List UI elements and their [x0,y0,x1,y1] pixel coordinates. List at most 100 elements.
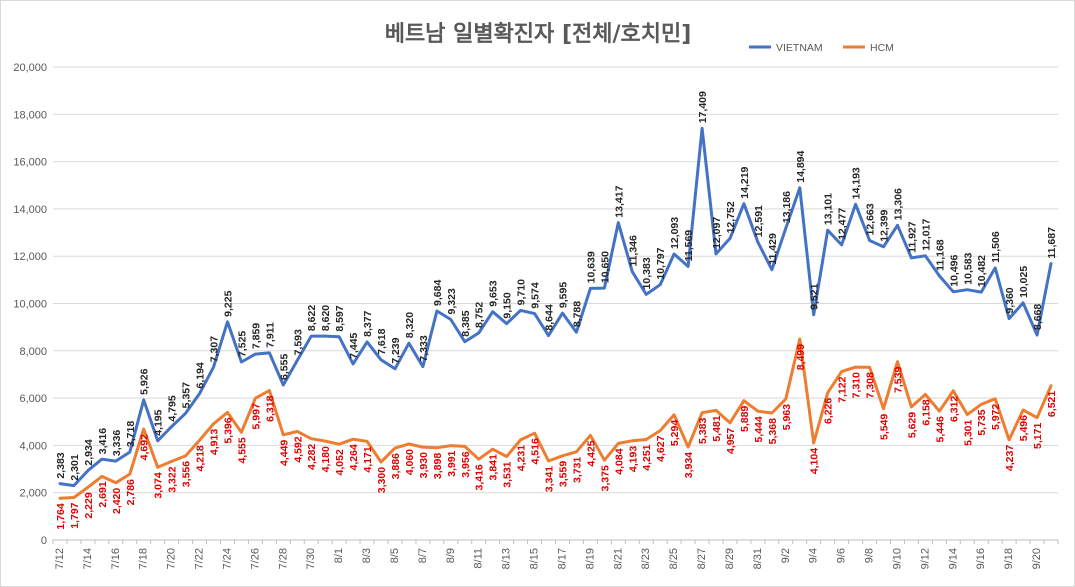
data-label-vietnam: 12,663 [865,203,877,235]
data-label-vietnam: 7,239 [390,337,402,363]
data-label-hcm: 3,930 [418,452,430,478]
data-label-vietnam: 9,653 [488,280,500,306]
data-label-hcm: 5,629 [906,412,918,438]
data-label-vietnam: 14,894 [795,150,807,182]
data-label-hcm: 6,312 [948,396,960,422]
x-tick-label: 8/7 [417,548,429,563]
data-label-hcm: 6,226 [823,398,835,424]
data-label-vietnam: 3,336 [111,430,123,456]
grid-lines [53,66,1058,541]
data-label-vietnam: 10,496 [948,254,960,286]
data-label-hcm: 5,171 [1032,423,1044,449]
data-label-vietnam: 7,525 [236,331,248,357]
x-tick-label: 9/6 [836,548,848,563]
data-label-hcm: 4,957 [725,428,737,454]
data-label-hcm: 3,731 [571,457,583,483]
data-label-hcm: 3,559 [557,461,569,487]
data-label-vietnam: 9,521 [809,283,821,309]
data-label-hcm: 5,496 [1018,415,1030,441]
data-label-hcm: 3,322 [167,466,179,492]
x-tick-label: 9/16 [975,548,987,569]
data-label-vietnam: 7,859 [250,323,262,349]
data-label-hcm: 3,375 [599,465,611,491]
y-tick-label: 8,000 [19,346,47,358]
data-label-vietnam: 12,093 [669,217,681,249]
data-label-vietnam: 11,506 [990,231,1002,263]
data-label-vietnam: 14,193 [851,167,863,199]
data-label-vietnam: 11,168 [934,239,946,271]
x-tick-label: 9/10 [891,548,903,569]
data-label-hcm: 7,308 [865,372,877,398]
x-tick-label: 8/27 [696,548,708,569]
data-label-hcm: 5,549 [879,414,891,440]
x-tick-label: 9/12 [919,548,931,569]
data-label-vietnam: 9,595 [557,282,569,308]
x-tick-label: 7/22 [194,548,206,569]
y-tick-label: 14,000 [13,204,47,216]
data-label-hcm: 3,531 [502,461,514,487]
data-label-hcm: 4,084 [613,448,625,474]
legend-label-vietnam: VIETNAM [776,42,823,54]
data-label-vietnam: 2,934 [83,439,95,465]
data-label-hcm: 5,889 [739,406,751,432]
data-label-vietnam: 3,416 [97,428,109,454]
data-label-hcm: 6,158 [920,399,932,425]
x-tick-label: 8/13 [501,548,513,569]
y-tick-label: 16,000 [13,157,47,169]
x-tick-label: 7/24 [221,548,233,569]
data-label-vietnam: 8,752 [474,302,486,328]
x-tick-label: 7/26 [249,548,261,569]
data-label-hcm: 5,972 [990,404,1002,430]
data-label-hcm: 5,481 [711,415,723,441]
data-label-vietnam: 10,639 [585,251,597,283]
x-tick-label: 8/5 [389,548,401,563]
data-label-hcm: 5,444 [753,416,765,442]
data-label-vietnam: 5,357 [181,382,193,408]
data-label-vietnam: 12,477 [837,208,849,240]
data-label-hcm: 6,521 [1046,391,1058,417]
data-label-hcm: 4,264 [348,444,360,470]
data-label-hcm: 4,282 [306,444,318,470]
x-tick-label: 8/25 [668,548,680,569]
data-label-vietnam: 6,194 [195,362,207,388]
data-label-hcm: 4,251 [641,444,653,470]
data-label-hcm: 3,898 [432,453,444,479]
data-label-hcm: 4,516 [530,438,542,464]
data-label-hcm: 2,420 [111,488,123,514]
data-label-vietnam: 7,333 [418,335,430,361]
data-label-vietnam: 8,788 [571,301,583,327]
series-line-vietnam [58,126,1053,488]
x-tick-label: 7/16 [110,548,122,569]
data-label-vietnam: 7,307 [209,336,221,362]
data-label-hcm: 1,764 [55,503,67,529]
x-tick-label: 8/3 [361,548,373,563]
data-label-vietnam: 2,383 [55,452,67,478]
data-label-hcm: 4,555 [236,437,248,463]
data-label-vietnam: 7,593 [292,329,304,355]
data-label-vietnam: 7,618 [376,328,388,354]
data-label-vietnam: 10,797 [655,247,667,279]
data-label-hcm: 7,122 [837,376,849,402]
data-label-vietnam: 8,377 [362,310,374,336]
data-label-vietnam: 9,225 [222,290,234,316]
chart-title: 베트남 일별확진자 [전체/호치민] [385,22,692,47]
x-tick-label: 8/19 [584,548,596,569]
data-label-hcm: 4,627 [655,435,667,461]
axes: 0 2,000 4,000 6,000 8,000 10,000 12,000 14,000 1… [13,62,1059,569]
data-label-vietnam: 9,684 [432,280,444,306]
data-label-vietnam: 11,429 [767,233,779,265]
data-label-vietnam: 11,569 [683,230,695,262]
data-label-vietnam: 8,620 [320,305,332,331]
x-tick-label: 9/18 [1003,548,1015,569]
data-label-vietnam: 12,097 [711,217,723,249]
x-tick-label: 9/14 [947,548,959,569]
legend-label-hcm: HCM [870,42,894,54]
data-label-vietnam: 2,301 [69,454,81,480]
data-label-vietnam: 6,555 [278,354,290,380]
x-tick-label: 8/21 [612,548,624,569]
data-label-vietnam: 13,417 [613,185,625,217]
data-label-hcm: 4,171 [362,446,374,472]
data-label-hcm: 4,060 [404,449,416,475]
data-label-hcm: 4,180 [320,446,332,472]
